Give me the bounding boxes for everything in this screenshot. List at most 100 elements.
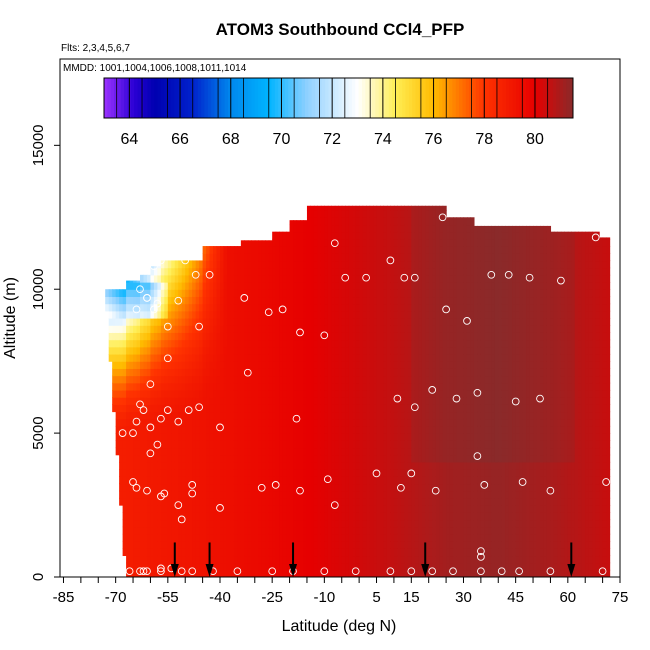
- field-cell: [293, 253, 298, 262]
- field-cell: [300, 382, 305, 391]
- field-cell: [261, 433, 266, 441]
- field-cell: [282, 483, 287, 492]
- field-cell: [317, 253, 322, 262]
- field-cell: [338, 483, 343, 492]
- field-cell: [174, 397, 179, 405]
- field-cell: [404, 210, 409, 218]
- field-cell: [393, 469, 398, 477]
- field-cell: [303, 461, 308, 470]
- field-cell: [247, 418, 252, 427]
- field-cell: [195, 461, 200, 470]
- field-cell: [400, 433, 405, 441]
- field-cell: [195, 289, 200, 298]
- field-cell: [174, 469, 179, 477]
- field-cell: [202, 361, 207, 369]
- field-cell: [275, 461, 280, 470]
- field-cell: [449, 469, 454, 477]
- field-cell: [202, 289, 207, 298]
- field-cell: [442, 253, 447, 262]
- field-cell: [230, 533, 235, 542]
- field-cell: [366, 361, 371, 369]
- field-cell: [373, 519, 378, 528]
- field-cell: [226, 469, 232, 477]
- field-cell: [446, 246, 451, 254]
- field-cell: [404, 282, 409, 290]
- field-cell: [293, 447, 298, 456]
- field-cell: [286, 469, 291, 477]
- field-cell: [376, 296, 381, 305]
- field-cell: [192, 296, 197, 305]
- field-cell: [418, 310, 423, 319]
- field-cell: [393, 476, 398, 485]
- field-cell: [470, 246, 475, 254]
- field-cell: [265, 325, 270, 333]
- field-cell: [435, 303, 440, 312]
- field-cell: [397, 418, 402, 427]
- field-cell: [199, 562, 204, 571]
- field-cell: [376, 533, 381, 542]
- field-cell: [453, 548, 458, 557]
- field-cell: [275, 382, 280, 391]
- field-cell: [254, 361, 259, 369]
- field-cell: [393, 397, 398, 405]
- field-cell: [400, 555, 405, 564]
- field-cell: [376, 469, 381, 477]
- field-cell: [178, 569, 183, 577]
- field-cell: [244, 411, 249, 420]
- field-cell: [122, 303, 127, 312]
- field-cell: [150, 296, 155, 305]
- field-cell: [425, 267, 430, 276]
- field-cell: [136, 461, 141, 470]
- field-cell: [439, 274, 444, 283]
- field-cell: [386, 490, 392, 499]
- field-cell: [380, 447, 385, 456]
- field-cell: [289, 289, 294, 298]
- field-cell: [421, 382, 426, 391]
- field-cell: [143, 404, 148, 413]
- field-cell: [470, 296, 475, 305]
- field-cell: [129, 296, 134, 305]
- field-cell: [133, 476, 138, 485]
- field-cell: [366, 389, 371, 398]
- field-cell: [279, 289, 284, 298]
- field-cell: [136, 346, 141, 355]
- field-cell: [390, 332, 395, 341]
- field-cell: [153, 266, 158, 269]
- field-cell: [230, 555, 235, 564]
- field-cell: [355, 454, 360, 463]
- field-cell: [352, 533, 357, 542]
- field-cell: [348, 469, 353, 477]
- field-cell: [425, 217, 430, 226]
- field-cell: [428, 541, 433, 549]
- field-cell: [338, 246, 343, 254]
- field-cell: [133, 296, 138, 305]
- field-cell: [167, 433, 172, 441]
- field-cell: [359, 397, 364, 405]
- field-cell: [460, 461, 465, 470]
- field-cell: [146, 339, 152, 348]
- field-cell: [296, 562, 301, 571]
- field-cell: [192, 260, 197, 269]
- field-cell: [411, 454, 416, 463]
- field-cell: [463, 490, 468, 499]
- field-cell: [237, 404, 242, 413]
- field-cell: [303, 569, 308, 577]
- field-cell: [338, 282, 343, 290]
- field-cell: [220, 325, 225, 333]
- field-cell: [160, 353, 165, 362]
- field-cell: [209, 289, 214, 298]
- field-cell: [400, 454, 405, 463]
- field-cell: [348, 274, 353, 283]
- field-cell: [470, 231, 475, 240]
- field-cell: [324, 541, 329, 549]
- field-cell: [362, 433, 367, 441]
- field-cell: [338, 490, 343, 499]
- field-cell: [317, 205, 322, 211]
- field-cell: [185, 339, 190, 348]
- field-cell: [261, 253, 266, 262]
- field-cell: [359, 246, 364, 254]
- field-cell: [192, 303, 197, 312]
- field-cell: [164, 375, 169, 384]
- field-cell: [453, 382, 458, 391]
- field-cell: [233, 562, 238, 571]
